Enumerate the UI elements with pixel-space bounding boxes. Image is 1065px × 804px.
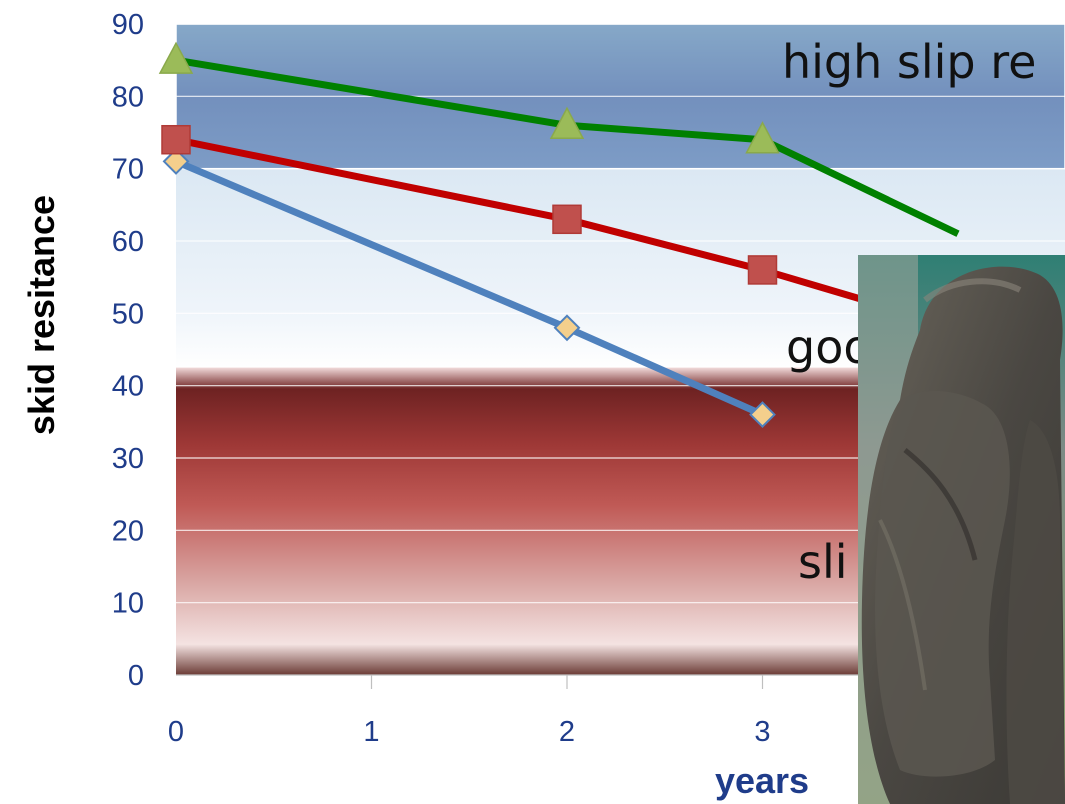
triangle-marker [158,41,194,74]
y-tick-label: 30 [112,443,144,475]
y-tick-label: 20 [112,515,144,547]
y-axis-title: skid resitance [21,195,62,435]
x-tick-label: 2 [559,716,575,748]
y-tick-label: 80 [112,81,144,113]
square-marker [552,204,582,235]
y-tick-label: 10 [112,588,144,620]
triangle-marker [549,106,585,140]
y-tick-label: 40 [112,371,144,403]
series-layer [158,41,960,429]
band-label-good: goo [786,320,872,374]
diamond-marker [749,401,776,429]
x-tick-label: 3 [754,716,770,748]
x-axis-title: years [715,760,809,801]
y-axis-ticks: 0 10 20 30 40 50 60 70 80 90 [112,9,144,692]
triangle-marker [745,121,780,154]
square-marker [747,255,778,285]
hoof-photo-icon [858,255,1065,804]
series-line-red [175,136,862,303]
y-tick-label: 0 [128,660,144,692]
band-label-high: high slip re [782,35,1036,89]
band-label-slip: sli [798,535,848,589]
zone-labels: high slip re goo sli [782,35,1036,589]
y-tick-label: 70 [112,154,144,186]
diamond-marker [162,148,190,175]
y-tick-label: 50 [112,298,144,330]
y-tick-label: 60 [112,226,144,258]
x-axis-ticks: 0 1 2 3 [168,716,771,748]
y-tick-label: 90 [112,9,144,41]
x-tick-label: 0 [168,716,184,748]
diamond-marker [553,314,581,342]
x-tick-label: 1 [363,716,379,748]
series-line-green [175,56,960,237]
square-marker [161,124,191,155]
